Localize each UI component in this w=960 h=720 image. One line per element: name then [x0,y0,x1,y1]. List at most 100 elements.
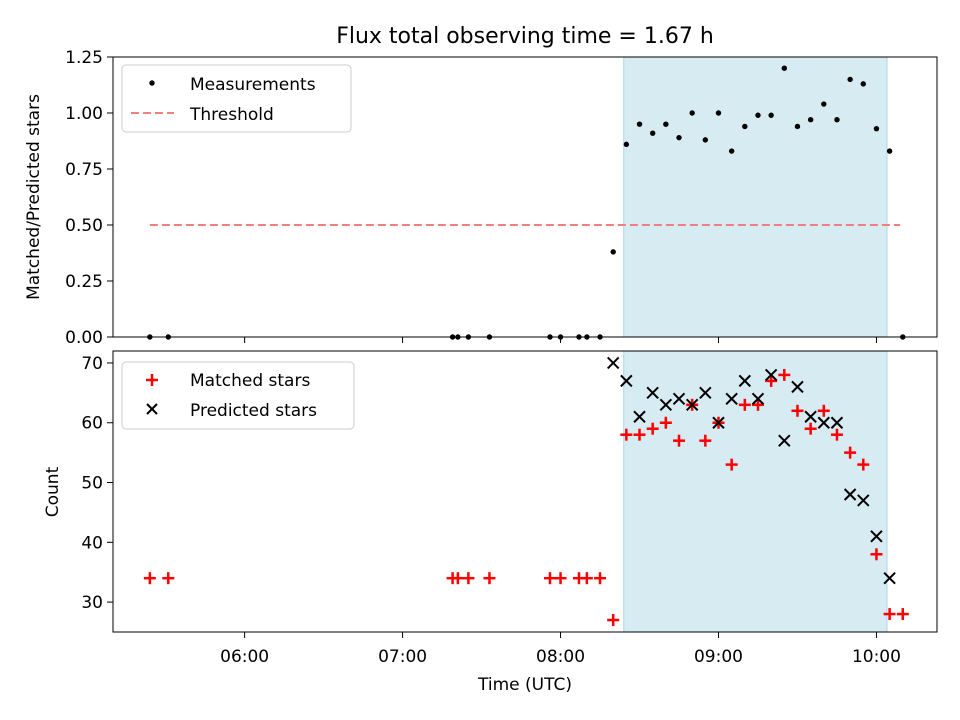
measurement-point [807,117,814,123]
predicted-star-point [751,392,765,406]
matched-star-point [699,434,712,447]
top-ytick-label: 0.25 [65,272,103,292]
predicted-star-point [857,494,870,507]
matched-star-point [765,374,778,387]
top-panel: 0.00 0.25 0.50 0.75 1.00 1.25 Matched/Predict… [24,48,938,348]
bottom-y-axis-label: Count [43,466,63,517]
bottom-ytick-label: 70 [81,354,103,374]
measurement-point [728,148,735,154]
matched-star-point [143,572,156,585]
measurement-point [886,148,893,154]
bottom-x-axis: 06:00 07:00 08:00 09:00 10:00 [220,632,901,667]
top-ytick-label: 1.00 [65,104,103,124]
matched-star-point [451,572,464,585]
matched-star-point [594,572,607,585]
xtick-label: 09:00 [694,647,743,667]
top-plot-frame [112,56,938,338]
predicted-star-point [646,386,659,400]
bottom-ytick-label: 40 [81,533,103,553]
legend-matched-label: Matched stars [190,371,310,391]
predicted-star-point [830,416,844,429]
matched-star-point [804,422,817,435]
matched-star-point [870,548,883,561]
legend-predicted-marker [146,403,158,415]
bottom-legend: Matched stars Predicted stars [121,361,355,430]
bottom-ytick-label: 60 [81,414,103,434]
top-shaded-span [623,56,888,338]
top-ytick-label: 0.00 [65,328,103,348]
matched-star-point [554,572,567,585]
measurement-point [649,130,656,136]
measurement-point [676,134,682,141]
predicted-star-point [870,530,883,543]
predicted-star-point [764,368,778,382]
bottom-shaded-span [623,350,888,633]
measurement-point [860,81,866,87]
xtick-label: 08:00 [536,647,585,667]
legend-predicted-label: Predicted stars [190,401,317,421]
predicted-star-point [633,410,646,423]
measurement-point [873,125,880,132]
bottom-plot-frame [112,350,938,633]
measurement-point [636,121,643,127]
predicted-star-point [778,434,791,447]
matched-star-point [751,398,764,411]
measurement-point [610,249,616,255]
matched-star-point [778,368,791,381]
measurement-point [755,112,761,118]
measurement-point [742,123,748,130]
measurement-point [794,123,801,130]
matched-star-point [791,404,804,417]
top-x-ticks [244,337,877,343]
measurement-point [689,110,695,116]
xtick-label: 10:00 [852,647,901,667]
matched-star-point [830,428,843,441]
predicted-star-point [672,392,686,406]
measurement-point [847,76,853,83]
matched-star-point [725,458,738,471]
measurement-point [715,110,722,116]
matched-star-point [633,428,646,441]
matched-star-point [738,398,751,411]
top-y-axis-label: Matched/Predicted stars [24,94,44,300]
matched-star-point [646,422,659,435]
predicted-star-point [883,571,896,585]
bottom-y-axis: 30 40 50 60 70 [81,354,113,613]
measurement-point [834,117,840,123]
matched-star-point [620,428,633,441]
matched-star-point [883,608,896,621]
measurement-point [768,112,774,118]
predicted-star-point [791,380,804,394]
matched-star-point [544,572,557,585]
top-ytick-label: 0.50 [65,216,103,236]
predicted-star-point [659,398,673,412]
matched-star-point [162,572,175,585]
predicted-star-point [738,374,752,388]
measurement-point [623,141,630,148]
legend-measurements-label: Measurements [190,75,316,95]
chart-title: Flux total observing time = 1.67 h [336,24,714,49]
matched-star-point [580,572,593,585]
measurement-point [702,137,709,143]
top-y-axis: 0.00 0.25 0.50 0.75 1.00 1.25 [65,48,113,348]
predicted-star-point [699,386,712,400]
predicted-star-point [725,392,738,406]
xtick-label: 06:00 [220,647,269,667]
top-legend: Measurements Threshold [121,64,352,133]
predicted-star-point [712,416,725,429]
matched-star-point [607,614,620,627]
predicted-star-point [620,374,633,388]
x-axis-label: Time (UTC) [477,675,572,695]
measurement-point [781,65,788,71]
matched-star-point [817,404,830,417]
top-ytick-label: 0.75 [65,160,103,180]
predicted-stars-series [606,356,896,585]
matched-star-point [483,572,496,585]
matched-star-point [857,458,870,471]
top-ytick-label: 1.25 [65,48,103,68]
legend-measurements-marker [149,80,155,86]
predicted-star-point [804,410,817,423]
matched-star-point [462,572,475,585]
predicted-star-point [606,356,620,370]
